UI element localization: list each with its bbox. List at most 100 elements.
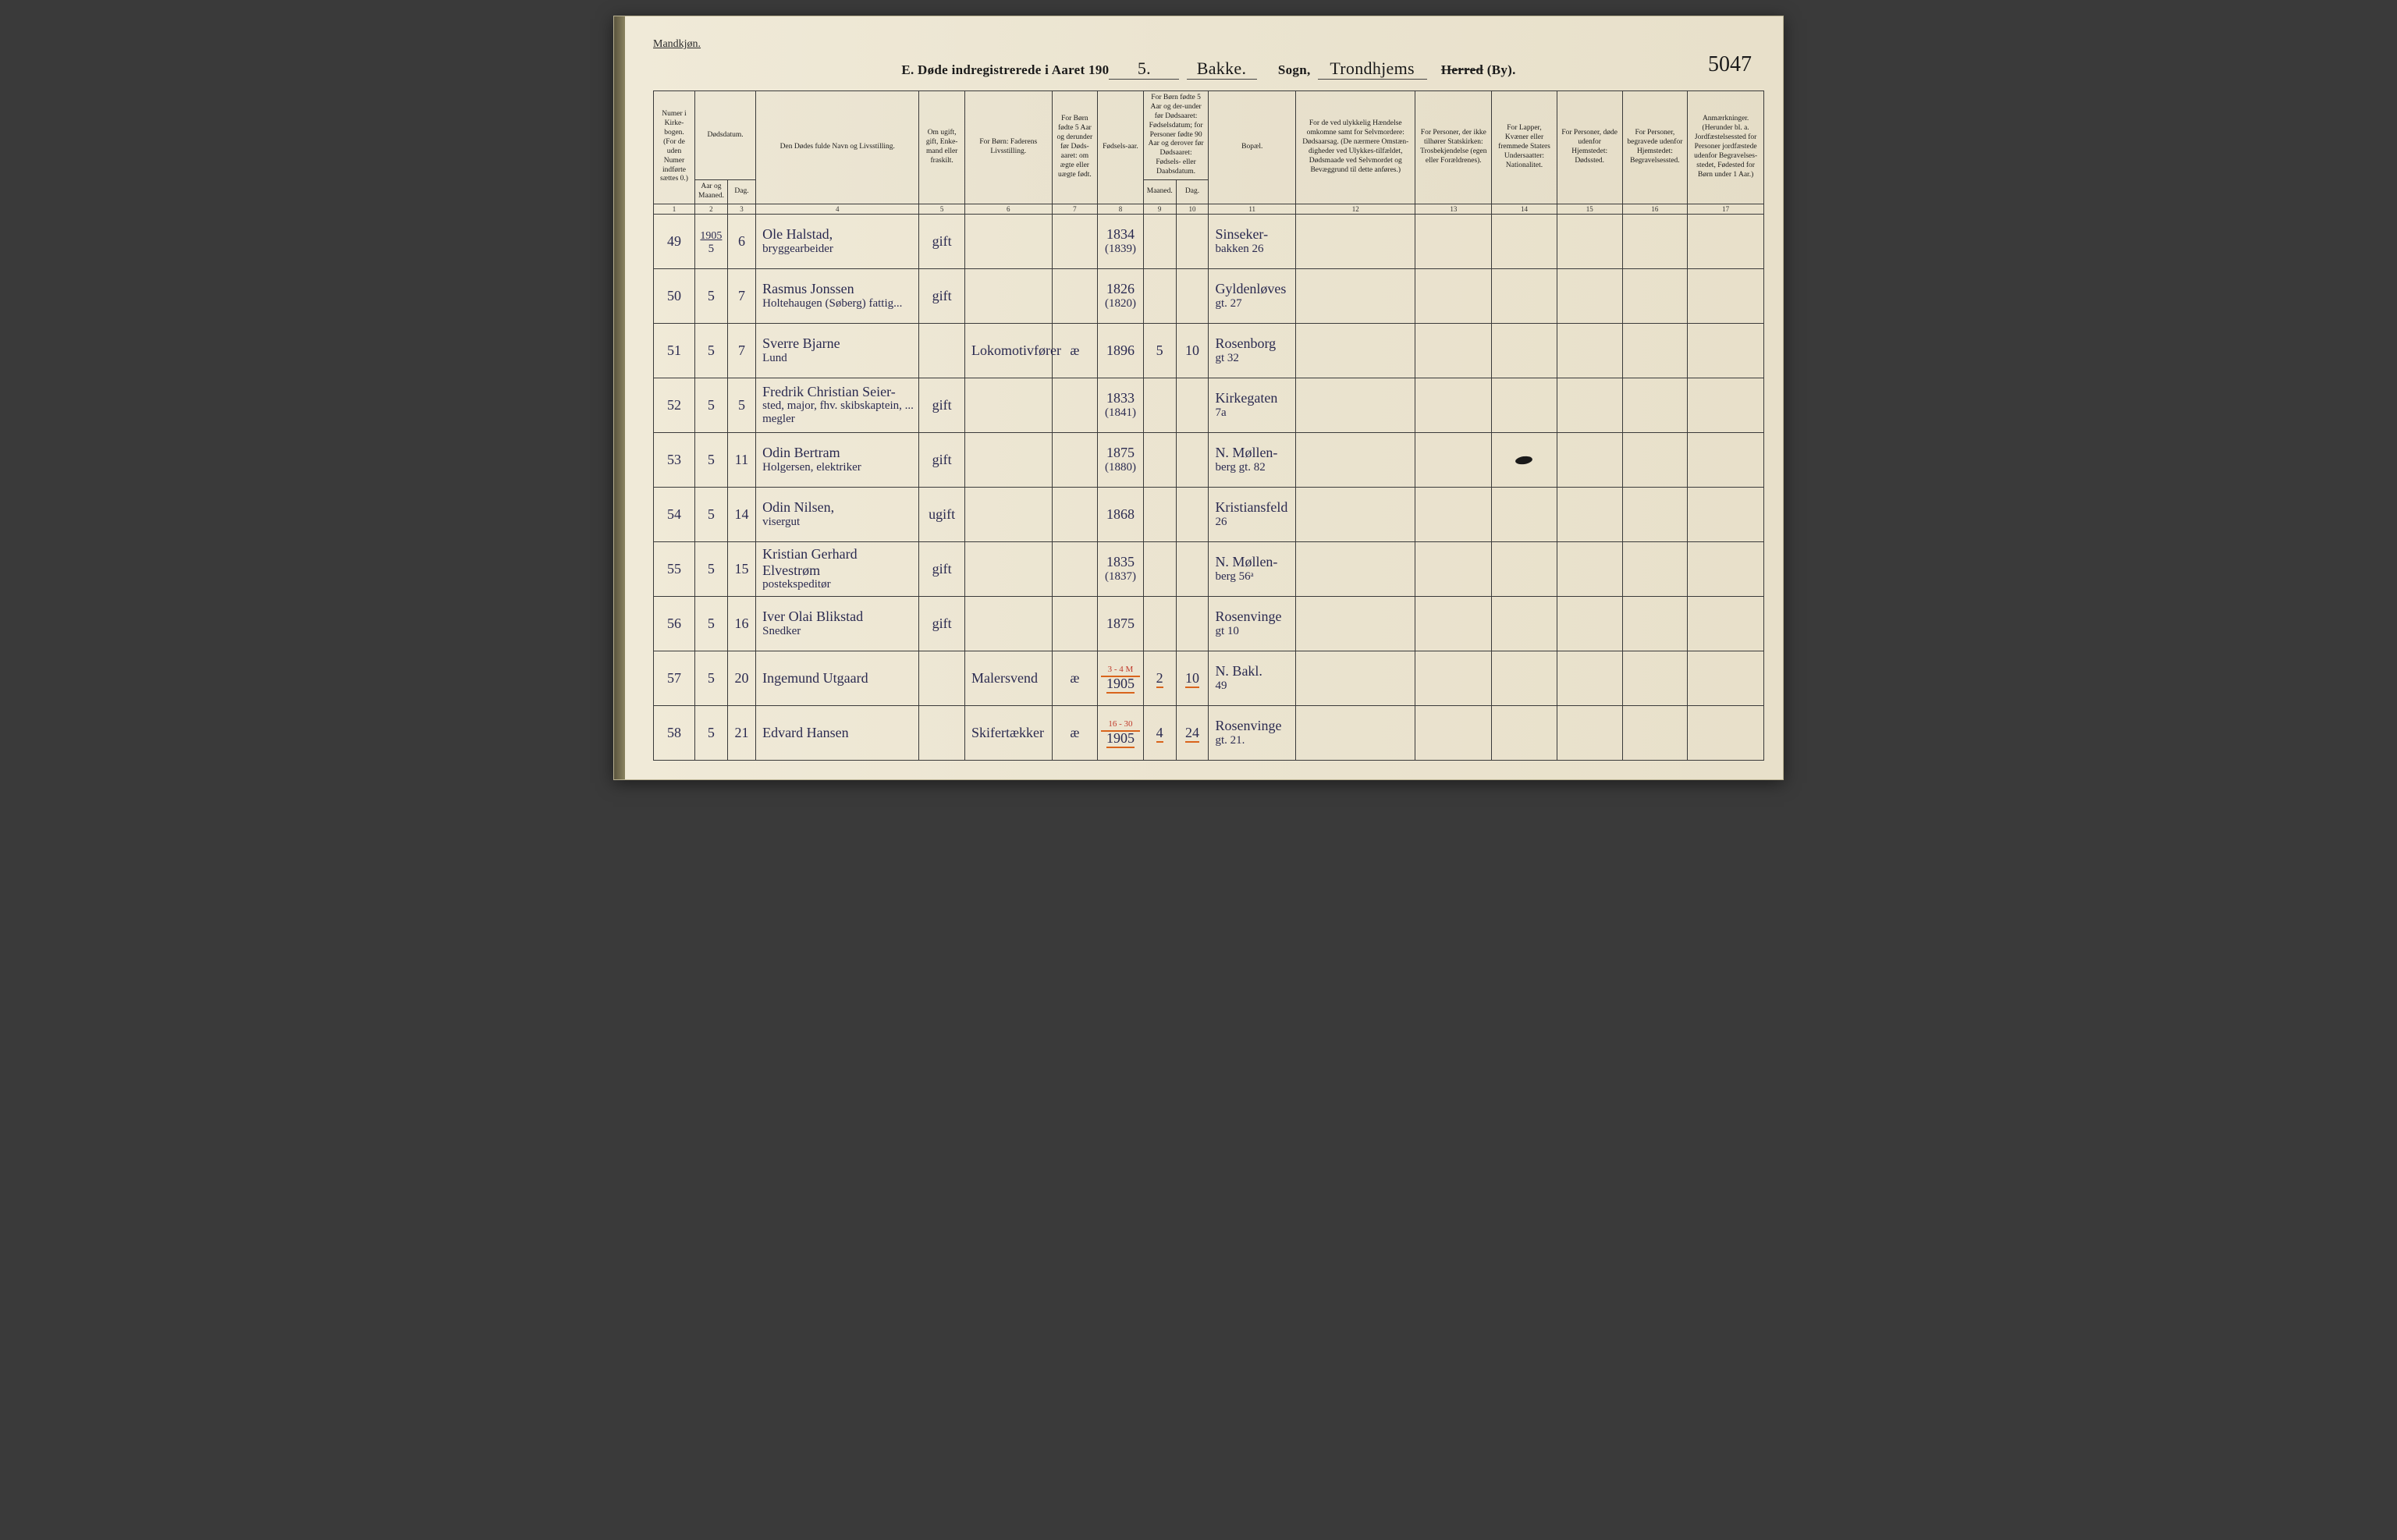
- cell: [1688, 541, 1764, 596]
- cell: Sverre BjarneLund: [756, 323, 919, 378]
- cell: 49: [654, 214, 695, 268]
- col-header: Bopæl.: [1209, 91, 1296, 204]
- cell: Gyldenløvesgt. 27: [1209, 268, 1296, 323]
- cell: 15: [727, 541, 755, 596]
- cell: [1052, 268, 1098, 323]
- cell: Rosenvingegt 10: [1209, 596, 1296, 651]
- column-number: 9: [1143, 204, 1176, 214]
- page-number: 5047: [1708, 52, 1752, 77]
- cell: [1622, 651, 1688, 705]
- cell: [1688, 323, 1764, 378]
- cell: Edvard Hansen: [756, 705, 919, 760]
- cell: 5: [695, 432, 728, 487]
- cell: [1688, 705, 1764, 760]
- cell: 14: [727, 487, 755, 541]
- cell: [964, 487, 1052, 541]
- cell: 50: [654, 268, 695, 323]
- cell: N. Møllen-berg 56ᵃ: [1209, 541, 1296, 596]
- gender-label: Mandkjøn.: [653, 38, 1764, 51]
- column-number: 7: [1052, 204, 1098, 214]
- cell: 5: [695, 541, 728, 596]
- col-header: Anmærkninger. (Herunder bl. a. Jordfæste…: [1688, 91, 1764, 204]
- entries-body: 49190556Ole Halstad,bryggearbeidergift18…: [654, 214, 1764, 760]
- cell: [1415, 651, 1492, 705]
- column-number: 17: [1688, 204, 1764, 214]
- column-number: 1: [654, 204, 695, 214]
- cell: 1835(1837): [1098, 541, 1144, 596]
- cell: 5: [695, 378, 728, 432]
- cell: [1296, 541, 1415, 596]
- cell: 7: [727, 323, 755, 378]
- cell: [964, 214, 1052, 268]
- col-header: Om ugift, gift, Enke-mand eller fraskilt…: [919, 91, 965, 204]
- cell: [1492, 432, 1557, 487]
- column-number: 14: [1492, 204, 1557, 214]
- ledger-page: Mandkjøn. E. Døde indregistrerede i Aare…: [613, 16, 1784, 780]
- cell: 5: [695, 705, 728, 760]
- cell: [1143, 268, 1176, 323]
- cell: [1143, 487, 1176, 541]
- table-row: 53511Odin BertramHolgersen, elektrikergi…: [654, 432, 1764, 487]
- cell: 7: [727, 268, 755, 323]
- cell: [964, 541, 1052, 596]
- cell: [1143, 432, 1176, 487]
- cell: gift: [919, 214, 965, 268]
- cell: 5: [695, 487, 728, 541]
- cell: [1557, 596, 1622, 651]
- cell: Ingemund Utgaard: [756, 651, 919, 705]
- cell: Malersvend: [964, 651, 1052, 705]
- cell: 11: [727, 432, 755, 487]
- col-header: For Børn fødte 5 Aar og der-under før Dø…: [1143, 91, 1209, 180]
- cell: 51: [654, 323, 695, 378]
- cell: [1415, 268, 1492, 323]
- cell: [1415, 705, 1492, 760]
- cell: Rosenborggt 32: [1209, 323, 1296, 378]
- cell: Fredrik Christian Seier-sted, major, fhv…: [756, 378, 919, 432]
- cell: [1415, 541, 1492, 596]
- cell: [1143, 541, 1176, 596]
- table-row: 56516Iver Olai BlikstadSnedkergift1875Ro…: [654, 596, 1764, 651]
- cell: 58: [654, 705, 695, 760]
- herred-strikethrough: Herred: [1441, 62, 1483, 77]
- cell: N. Bakl.49: [1209, 651, 1296, 705]
- cell: [1143, 214, 1176, 268]
- cell: [1688, 651, 1764, 705]
- year-suffix: 5.: [1109, 59, 1179, 80]
- cell: 57: [654, 651, 695, 705]
- column-number: 13: [1415, 204, 1492, 214]
- cell: [964, 432, 1052, 487]
- cell: [1176, 596, 1209, 651]
- cell: [1492, 214, 1557, 268]
- cell: 6: [727, 214, 755, 268]
- parish-name: Bakke.: [1187, 59, 1257, 80]
- cell: 5: [727, 378, 755, 432]
- col-header: For Personer, døde udenfor Hjemstedet: D…: [1557, 91, 1622, 204]
- col-header: Dødsdatum.: [695, 91, 756, 180]
- cell: 54: [654, 487, 695, 541]
- cell: [919, 323, 965, 378]
- cell: [1415, 596, 1492, 651]
- cell: 1868: [1098, 487, 1144, 541]
- col-header: For Børn fødte 5 Aar og derunder før Død…: [1052, 91, 1098, 204]
- cell: [1557, 705, 1622, 760]
- cell: [1176, 268, 1209, 323]
- cell: 5: [1143, 323, 1176, 378]
- cell: [1296, 651, 1415, 705]
- cell: [1296, 378, 1415, 432]
- cell: 21: [727, 705, 755, 760]
- cell: [1492, 487, 1557, 541]
- cell: [1296, 487, 1415, 541]
- cell: gift: [919, 596, 965, 651]
- cell: [1415, 323, 1492, 378]
- column-number: 11: [1209, 204, 1296, 214]
- column-number-row: 1234567891011121314151617: [654, 204, 1764, 214]
- cell: [1415, 214, 1492, 268]
- column-number: 10: [1176, 204, 1209, 214]
- cell: 2: [1143, 651, 1176, 705]
- table-row: 54514Odin Nilsen,visergutugift1868Kristi…: [654, 487, 1764, 541]
- cell: [1176, 214, 1209, 268]
- district-name: Trondhjems: [1318, 59, 1427, 80]
- cell: [1492, 268, 1557, 323]
- cell: 16 - 301905: [1098, 705, 1144, 760]
- column-number: 2: [695, 204, 728, 214]
